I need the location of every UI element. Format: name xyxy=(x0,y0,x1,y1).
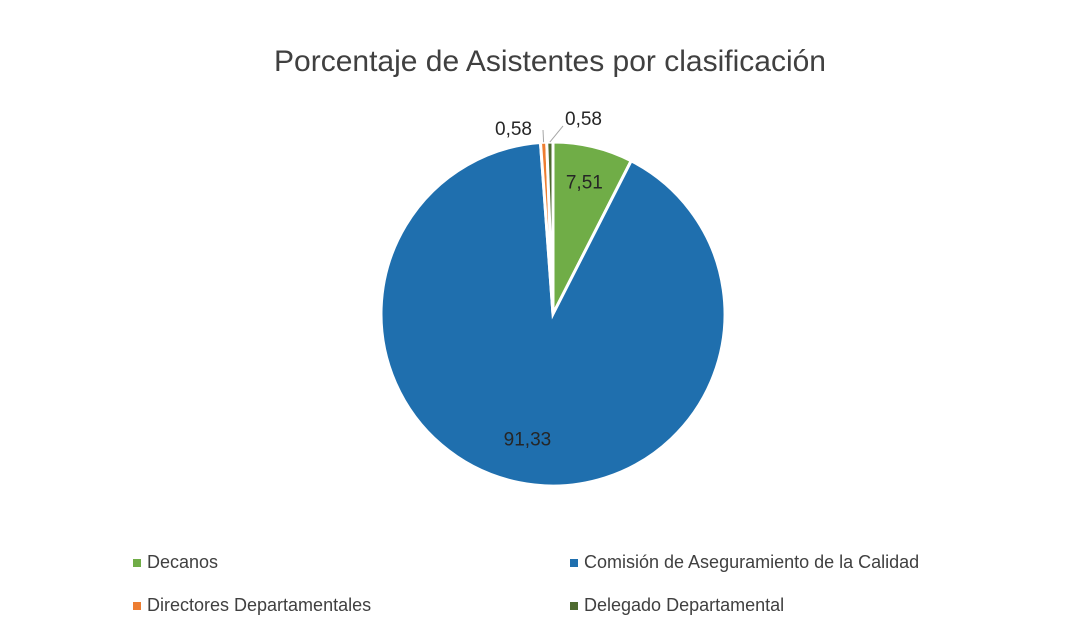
data-label: 91,33 xyxy=(504,429,552,450)
legend-label: Directores Departamentales xyxy=(147,595,371,615)
legend-swatch xyxy=(570,559,578,567)
legend-swatch xyxy=(570,602,578,610)
leader-line xyxy=(542,129,545,143)
pie-slice xyxy=(545,140,555,315)
legend-label: Decanos xyxy=(147,552,218,572)
legend-swatch xyxy=(133,602,141,610)
data-label: 0,58 xyxy=(495,119,532,140)
legend-label: Comisión de Aseguramiento de la Calidad xyxy=(584,552,919,572)
chart-title: Porcentaje de Asistentes por clasificaci… xyxy=(274,45,826,78)
data-label: 7,51 xyxy=(566,173,603,194)
data-label: 0,58 xyxy=(565,109,602,130)
pie-slice xyxy=(379,140,727,488)
legend-swatch xyxy=(133,559,141,567)
leader-line xyxy=(549,125,564,143)
legend-label: Delegado Departamental xyxy=(584,595,784,615)
